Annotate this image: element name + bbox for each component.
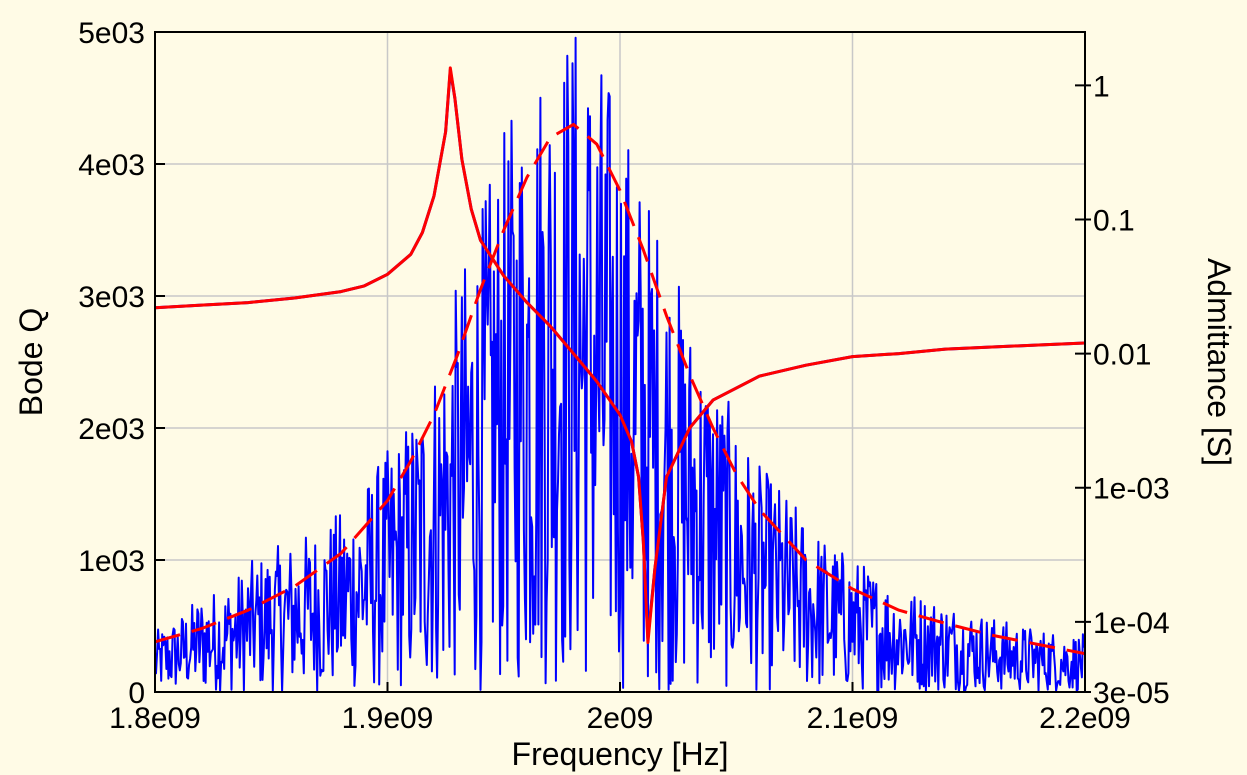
y2-tick-label-2: 1e-03	[1093, 473, 1170, 506]
x-tick-label-0: 1.8e09	[109, 702, 201, 735]
y2-tick-label-5: 1	[1093, 70, 1110, 103]
y2-tick-label-1: 1e-04	[1093, 607, 1170, 640]
series-layer	[155, 36, 1085, 692]
y2-tick-label-0: 3e-05	[1093, 677, 1170, 710]
series-group	[155, 36, 1085, 692]
x-axis-title: Frequency [Hz]	[512, 736, 729, 772]
y-tick-label-2: 2e03	[78, 413, 145, 446]
x-tick-label-1: 1.9e09	[342, 702, 434, 735]
x-tick-label-2: 2e09	[587, 702, 654, 735]
y-tick-label-1: 1e03	[78, 545, 145, 578]
y-axis-ticks: 0 1e03 2e03 3e03 4e03 5e03	[78, 17, 165, 710]
series-line-bode-q-fit	[155, 122, 1085, 656]
y2-axis-ticks: 3e-05 1e-04 1e-03 0.01 0.1 1	[1075, 70, 1170, 710]
y2-tick-label-4: 0.1	[1093, 204, 1135, 237]
y2-axis-title: Admittance [S]	[1201, 258, 1237, 466]
y2-tick-label-3: 0.01	[1093, 339, 1151, 372]
x-axis-ticks: 1.8e09 1.9e09 2e09 2.1e09 2.2e09	[109, 682, 1131, 735]
y-tick-label-3: 3e03	[78, 281, 145, 314]
x-tick-label-3: 2.1e09	[807, 702, 899, 735]
y-axis-title: Bode Q	[13, 308, 49, 417]
x-tick-label-4: 2.2e09	[1039, 702, 1131, 735]
series-line-bode-q-measured	[155, 36, 1085, 692]
y-tick-label-4: 4e03	[78, 149, 145, 182]
y-tick-label-0: 0	[128, 677, 145, 710]
series-line-admittance-fit	[155, 66, 1085, 645]
y-tick-label-5: 5e03	[78, 17, 145, 50]
